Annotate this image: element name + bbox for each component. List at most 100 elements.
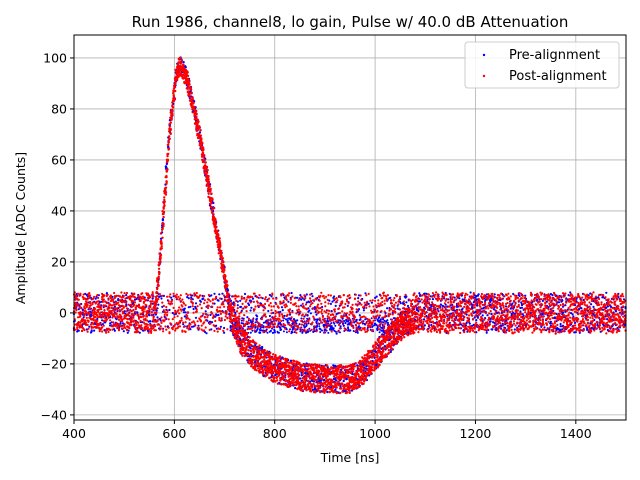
data-point: [582, 298, 585, 302]
data-point: [405, 295, 408, 298]
data-point: [294, 386, 297, 390]
data-point: [287, 294, 290, 297]
data-point: [262, 321, 265, 324]
data-point: [245, 333, 249, 336]
data-point: [209, 200, 213, 203]
data-point: [227, 296, 230, 299]
data-point: [203, 158, 206, 161]
data-point: [174, 81, 177, 85]
data-point: [169, 121, 172, 124]
data-point: [279, 310, 282, 313]
data-point: [447, 298, 450, 301]
data-point: [199, 303, 202, 306]
data-point: [151, 297, 154, 300]
data-point: [212, 316, 215, 319]
data-point: [469, 291, 472, 294]
data-point: [169, 128, 172, 131]
data-point: [374, 296, 377, 299]
data-point: [240, 295, 243, 298]
data-point: [251, 296, 254, 299]
data-point: [270, 305, 273, 308]
data-point: [373, 322, 376, 325]
data-point: [199, 134, 203, 137]
data-point: [211, 321, 214, 324]
data-point: [283, 376, 286, 379]
data-point: [89, 294, 92, 297]
data-point: [357, 297, 360, 300]
data-point: [269, 329, 272, 332]
data-point: [186, 74, 190, 78]
data-point: [193, 293, 196, 296]
data-point: [147, 330, 150, 333]
data-point: [215, 308, 218, 311]
data-point: [308, 380, 312, 383]
data-point: [333, 322, 336, 325]
data-point: [230, 302, 233, 305]
data-point: [115, 312, 118, 315]
data-point: [169, 293, 172, 296]
data-point: [268, 314, 271, 318]
data-point: [206, 316, 209, 319]
data-point: [282, 300, 285, 303]
data-point: [270, 312, 273, 315]
data-point: [164, 186, 168, 189]
data-point: [80, 323, 83, 326]
data-point: [221, 292, 224, 295]
data-point: [160, 245, 163, 248]
data-point: [226, 289, 230, 292]
data-point: [305, 293, 308, 296]
data-point: [168, 125, 172, 128]
data-point: [146, 326, 149, 329]
data-point: [111, 316, 114, 319]
data-point: [205, 332, 208, 335]
data-point: [249, 347, 252, 350]
data-point: [215, 225, 218, 228]
data-point: [86, 298, 89, 301]
data-point: [234, 297, 237, 300]
data-point: [152, 313, 155, 316]
data-point: [236, 304, 239, 307]
data-point: [231, 295, 234, 298]
data-point: [125, 307, 129, 310]
chart-title: Run 1986, channel8, lo gain, Pulse w/ 40…: [132, 13, 569, 31]
data-point: [162, 222, 165, 226]
data-point: [178, 297, 182, 300]
data-point: [167, 141, 170, 144]
data-point: [77, 329, 80, 332]
data-point: [285, 358, 289, 361]
data-point: [303, 298, 306, 301]
data-point: [226, 328, 229, 331]
data-point: [339, 325, 342, 328]
data-point: [561, 311, 565, 314]
data-point: [256, 355, 259, 358]
data-point: [179, 300, 182, 303]
data-point: [113, 309, 116, 312]
data-point: [203, 302, 206, 305]
data-point: [150, 302, 153, 305]
data-point: [167, 326, 170, 329]
data-point: [272, 305, 275, 308]
data-point: [386, 321, 389, 324]
data-point: [203, 329, 206, 332]
data-point: [275, 303, 278, 306]
data-point: [109, 322, 112, 325]
data-point: [210, 294, 213, 297]
data-point: [272, 319, 275, 322]
data-point: [125, 300, 128, 303]
data-point: [203, 299, 206, 302]
data-point: [260, 318, 263, 321]
data-point: [194, 323, 197, 326]
data-point: [280, 324, 283, 327]
data-point: [180, 319, 183, 322]
data-point: [174, 329, 177, 332]
data-point: [159, 253, 163, 256]
data-point: [242, 319, 245, 322]
data-point: [84, 310, 88, 313]
data-point: [269, 318, 272, 322]
data-point: [244, 341, 247, 345]
data-point: [273, 322, 276, 325]
data-point: [299, 294, 302, 297]
data-point: [161, 212, 165, 216]
data-point: [120, 325, 123, 328]
data-point: [524, 294, 527, 297]
